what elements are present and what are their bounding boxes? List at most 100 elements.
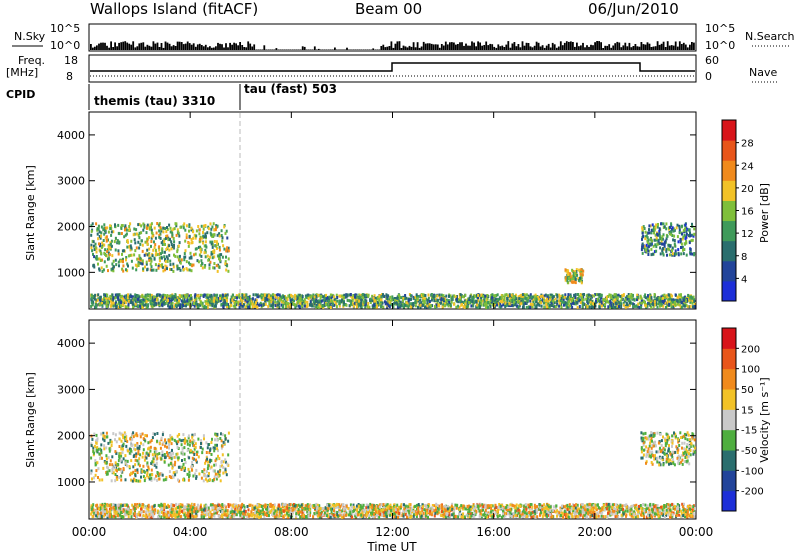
power-echo-cell xyxy=(97,237,100,241)
velocity-echo-cell xyxy=(133,453,136,457)
power-echo-cell xyxy=(208,301,211,305)
power-echo-cell xyxy=(303,300,305,303)
power-echo-cell xyxy=(689,304,692,308)
power-echo-cell xyxy=(632,293,634,297)
nsky-bar xyxy=(668,45,671,50)
nsky-bar xyxy=(249,43,252,50)
power-echo-cell xyxy=(641,237,643,241)
nsky-bar xyxy=(150,46,153,50)
power-echo-cell xyxy=(667,226,670,230)
power-echo-cell xyxy=(661,300,664,303)
power-echo-cell xyxy=(462,305,465,309)
power-echo-cell xyxy=(678,300,681,304)
power-echo-cell xyxy=(308,295,311,299)
power-echo-cell xyxy=(345,293,348,297)
nsky-bar xyxy=(487,45,490,50)
power-echo-cell xyxy=(195,297,198,301)
velocity-echo-cell xyxy=(160,472,163,476)
power-echo-cell xyxy=(142,228,145,232)
power-echo-cell xyxy=(371,299,374,303)
power-echo-cell xyxy=(588,295,591,299)
power-echo-cell xyxy=(561,300,564,304)
power-echo-cell xyxy=(118,241,121,245)
power-echo-cell xyxy=(638,305,641,309)
power-echo-cell xyxy=(515,297,518,301)
power-echo-cell xyxy=(559,299,562,303)
power-echo-cell xyxy=(542,301,545,305)
velocity-echo-cell xyxy=(98,452,101,456)
power-echo-cell xyxy=(223,302,226,306)
power-echo-cell xyxy=(316,300,318,303)
power-echo-cell xyxy=(626,304,629,308)
nsky-bar xyxy=(515,46,518,50)
power-echo-cell xyxy=(218,248,221,252)
power-echo-cell xyxy=(659,246,662,250)
power-echo-cell xyxy=(345,303,348,307)
velocity-echo-cell xyxy=(117,463,120,467)
power-echo-cell xyxy=(330,299,333,303)
power-echo-cell xyxy=(118,303,121,306)
velocity-echo-cell xyxy=(164,478,167,482)
power-echo-cell xyxy=(632,304,635,308)
velocity-echo-cell xyxy=(158,472,161,476)
power-echo-cell xyxy=(641,251,644,255)
power-echo-cell xyxy=(159,226,162,230)
power-echo-cell xyxy=(151,254,154,258)
power-echo-cell xyxy=(141,259,144,263)
power-echo-cell xyxy=(516,300,519,304)
power-echo-cell xyxy=(672,302,675,306)
power-echo-cell xyxy=(533,295,536,299)
power-echo-cell xyxy=(671,246,674,250)
power-echo-cell xyxy=(508,304,510,308)
power-echo-cell xyxy=(138,222,141,226)
nsky-bar xyxy=(142,42,145,50)
nsky-panel: N.Sky 10^5 10^0 10^5 10^0 N.Search xyxy=(12,22,795,52)
velocity-echo-cell xyxy=(182,478,184,482)
power-echo-cell xyxy=(168,253,171,257)
power-echo-cell xyxy=(192,230,194,234)
power-echo-cell xyxy=(540,301,543,305)
power-echo-cell xyxy=(122,260,124,264)
power-echo-cell xyxy=(146,223,149,227)
power-echo-cell xyxy=(618,301,621,305)
velocity-echo-cell xyxy=(120,447,123,451)
power-echo-cell xyxy=(225,268,228,272)
power-echo-cell xyxy=(114,296,117,300)
power-echo-cell xyxy=(536,297,539,301)
velocity-echo-cell xyxy=(416,507,418,511)
velocity-echo-cell xyxy=(493,507,496,511)
power-echo-cell xyxy=(540,304,543,308)
power-echo-cell xyxy=(642,225,645,229)
nsky-bar xyxy=(416,42,419,50)
power-echo-cell xyxy=(325,293,328,297)
power-echo-cell xyxy=(190,294,192,297)
power-echo-cell xyxy=(490,300,493,304)
velocity-echo-cell xyxy=(197,455,200,459)
power-echo-cell xyxy=(179,305,181,309)
power-echo-cell xyxy=(149,223,152,227)
power-echo-cell xyxy=(171,301,174,305)
power-echo-cell xyxy=(271,295,274,299)
power-echo-cell xyxy=(358,299,361,303)
power-echo-cell xyxy=(194,236,197,240)
nsky-bar xyxy=(628,42,631,50)
power-echo-cell xyxy=(226,236,229,240)
power-echo-cell xyxy=(402,297,405,301)
velocity-echo-cell xyxy=(131,479,134,483)
power-echo-cell xyxy=(99,242,102,246)
velocity-echo-cell xyxy=(153,477,156,481)
velocity-echo-cell xyxy=(219,464,222,468)
nsky-bar xyxy=(360,49,362,50)
power-echo-cell xyxy=(545,303,548,306)
velocity-echo-cell xyxy=(102,431,105,435)
power-echo-cell xyxy=(567,272,570,276)
power-echo-cell xyxy=(200,301,203,305)
power-echo-cell xyxy=(558,304,561,308)
power-echo-cell xyxy=(301,295,304,298)
power-echo-cell xyxy=(206,293,209,297)
power-echo-cell xyxy=(562,303,565,307)
nsky-bar xyxy=(374,49,377,50)
power-echo-cell xyxy=(582,269,585,273)
power-echo-cell xyxy=(564,278,567,282)
velocity-echo-cell xyxy=(155,474,158,478)
